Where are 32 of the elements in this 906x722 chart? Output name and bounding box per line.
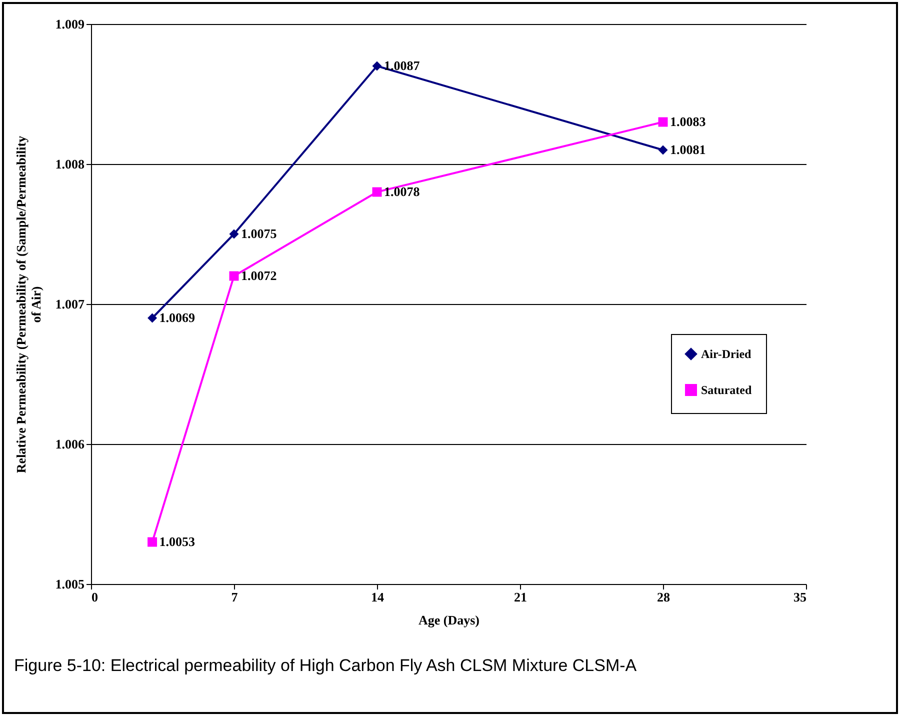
point <box>229 229 239 239</box>
data-label: 1.0069 <box>159 310 196 325</box>
y-tick-label: 1.005 <box>55 576 85 592</box>
data-label: 1.0053 <box>159 534 196 549</box>
x-tick-label: 21 <box>514 590 527 604</box>
x-axis-title: Age (Days) <box>418 612 480 628</box>
x-tick-label: 35 <box>794 590 807 604</box>
point <box>229 271 239 281</box>
point <box>658 145 668 155</box>
caption: Figure 5-10: Electrical permeability of High Carbon Fly Ash CLSM Mixture CLSM-A <box>14 656 637 676</box>
data-label: 1.0072 <box>241 268 277 283</box>
x-tick-label: 28 <box>657 590 670 604</box>
point <box>372 187 382 197</box>
y-tick-label: 1.007 <box>55 296 85 312</box>
y-axis-title: Relative Permeability (Permeability of (Sample/Permeability of Air) <box>13 135 44 474</box>
y-tick-label: 1.009 <box>55 16 85 32</box>
x-tick-label: 0 <box>92 590 98 604</box>
data-label: 1.0087 <box>384 58 420 73</box>
y-tick-label: 1.008 <box>55 156 85 172</box>
x-tick-label: 14 <box>371 590 384 604</box>
data-label: 1.0083 <box>670 114 706 129</box>
point <box>148 313 158 323</box>
data-label: 1.0078 <box>384 184 420 199</box>
x-tick-label: 7 <box>231 590 238 604</box>
point <box>658 117 668 127</box>
point <box>148 537 158 547</box>
data-label: 1.0081 <box>670 142 706 157</box>
data-label: 1.0075 <box>241 226 278 241</box>
legend-label: Air-Dried <box>701 347 752 361</box>
y-tick-label: 1.006 <box>55 436 85 452</box>
point <box>372 61 382 71</box>
legend-label: Saturated <box>701 383 752 397</box>
